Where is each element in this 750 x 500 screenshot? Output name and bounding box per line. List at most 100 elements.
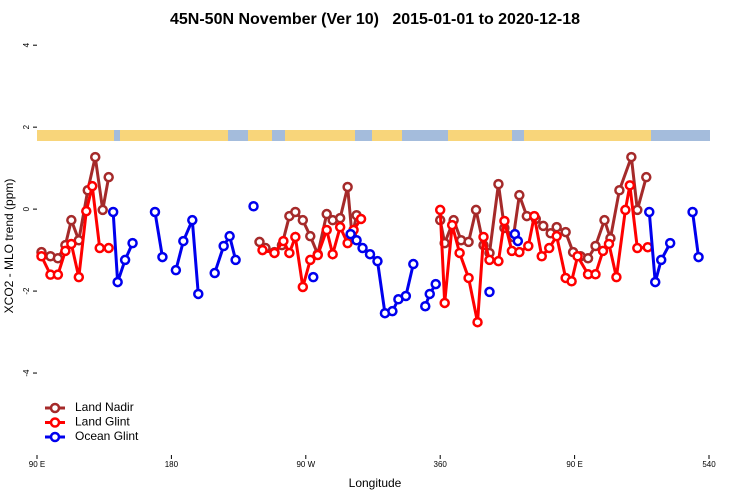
data-point bbox=[655, 254, 667, 266]
data-point bbox=[493, 255, 504, 267]
data-point bbox=[364, 248, 376, 260]
series-line bbox=[647, 211, 672, 283]
data-point bbox=[590, 240, 601, 252]
data-point bbox=[103, 242, 114, 254]
data-point bbox=[157, 251, 168, 263]
data-point bbox=[345, 228, 356, 240]
data-point bbox=[297, 281, 309, 293]
map-strip bbox=[37, 130, 710, 141]
y-tick-label: 2 bbox=[22, 124, 31, 129]
data-point bbox=[597, 245, 609, 257]
data-point bbox=[537, 220, 549, 232]
data-point bbox=[514, 246, 525, 258]
data-point bbox=[97, 204, 108, 216]
data-point bbox=[599, 214, 610, 226]
data-point bbox=[499, 215, 510, 227]
data-point bbox=[632, 242, 643, 254]
legend-label: Land Nadir bbox=[75, 400, 134, 414]
data-point bbox=[400, 290, 412, 302]
data-point bbox=[327, 248, 338, 260]
data-point bbox=[626, 151, 637, 163]
data-point bbox=[566, 275, 577, 287]
data-point bbox=[178, 235, 189, 247]
legend-label: Land Glint bbox=[75, 415, 130, 429]
data-point bbox=[112, 276, 123, 288]
data-point bbox=[430, 278, 441, 290]
data-point bbox=[321, 224, 332, 236]
x-tick-label: 360 bbox=[434, 460, 448, 469]
data-point bbox=[551, 221, 562, 233]
y-axis-label: XCO2 - MLO trend (ppm) bbox=[2, 179, 16, 314]
data-point bbox=[543, 242, 555, 254]
data-point bbox=[290, 206, 301, 218]
data-point bbox=[218, 240, 229, 252]
data-point bbox=[297, 214, 309, 226]
data-point bbox=[478, 231, 489, 243]
data-point bbox=[351, 235, 362, 246]
data-point bbox=[687, 206, 698, 218]
data-point bbox=[551, 230, 562, 242]
data-point bbox=[439, 297, 450, 309]
data-point bbox=[334, 212, 346, 224]
data-point bbox=[103, 171, 114, 183]
series-line bbox=[174, 219, 200, 295]
data-point bbox=[514, 189, 525, 201]
data-point bbox=[342, 181, 353, 193]
data-point bbox=[536, 250, 547, 262]
data-point bbox=[66, 214, 77, 226]
legend-marker bbox=[49, 402, 61, 414]
data-point bbox=[582, 253, 594, 264]
data-point bbox=[624, 180, 636, 191]
data-point bbox=[603, 238, 615, 250]
data-point bbox=[149, 206, 161, 218]
x-tick-label: 540 bbox=[702, 460, 716, 469]
data-point bbox=[493, 178, 504, 190]
data-point bbox=[529, 210, 540, 222]
data-point bbox=[312, 249, 323, 261]
data-point bbox=[87, 180, 98, 192]
data-point bbox=[446, 219, 458, 231]
data-point bbox=[193, 288, 204, 300]
data-point bbox=[81, 205, 92, 217]
data-point bbox=[60, 245, 71, 257]
data-point bbox=[424, 288, 435, 300]
data-point bbox=[224, 230, 235, 242]
data-point bbox=[187, 214, 198, 226]
chart-title: 45N-50N November (Ver 10) 2015-01-01 to … bbox=[170, 11, 580, 28]
data-point bbox=[523, 240, 534, 252]
data-point bbox=[470, 204, 482, 216]
data-point bbox=[66, 238, 77, 250]
data-point bbox=[620, 204, 631, 216]
data-point bbox=[119, 254, 131, 266]
data-point bbox=[73, 271, 85, 283]
data-point bbox=[308, 271, 319, 283]
series-line bbox=[213, 232, 238, 274]
x-tick-label: 180 bbox=[165, 460, 179, 469]
data-point bbox=[257, 244, 268, 256]
data-point bbox=[52, 269, 64, 280]
data-point bbox=[305, 254, 316, 266]
data-point bbox=[420, 300, 431, 312]
data-point bbox=[355, 213, 367, 225]
data-point bbox=[209, 267, 220, 279]
data-point bbox=[644, 206, 655, 218]
data-point bbox=[664, 237, 676, 249]
data-point bbox=[387, 305, 398, 317]
data-point bbox=[269, 247, 280, 259]
series-line bbox=[111, 211, 134, 283]
series-line bbox=[153, 211, 164, 258]
data-point bbox=[290, 231, 301, 243]
y-tick-label: -4 bbox=[22, 369, 31, 377]
x-tick-label: 90 E bbox=[29, 460, 45, 469]
data-point bbox=[372, 255, 383, 267]
data-point bbox=[693, 251, 704, 263]
x-tick-label: 90 E bbox=[566, 460, 582, 469]
data-point bbox=[484, 286, 495, 298]
data-point bbox=[572, 250, 583, 262]
legend-marker bbox=[49, 431, 61, 443]
data-point bbox=[641, 171, 652, 183]
data-point bbox=[649, 276, 661, 288]
data-point bbox=[94, 242, 105, 254]
x-tick-label: 90 W bbox=[296, 460, 315, 469]
